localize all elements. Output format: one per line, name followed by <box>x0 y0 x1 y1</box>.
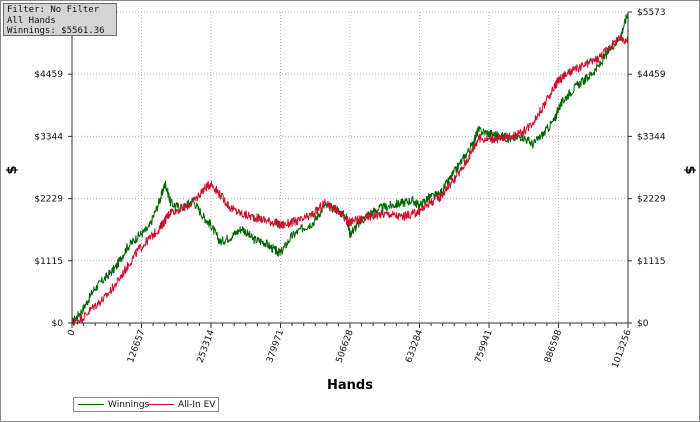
y-axis-title-right: $ <box>682 165 697 174</box>
y-tick-label-right: $4459 <box>637 70 666 80</box>
y-tick-label-right: $5573 <box>637 8 666 18</box>
x-tick-label: 126657 <box>126 329 147 365</box>
legend-swatch-all-in-ev <box>148 404 174 405</box>
x-tick-label: 379971 <box>265 329 286 365</box>
x-tick-label: 1013256 <box>611 328 634 369</box>
legend-label-winnings: Winnings <box>108 400 150 410</box>
y-tick-label-left: $4459 <box>34 70 63 80</box>
y-tick-label-left: $0 <box>52 319 64 329</box>
legend-swatch-winnings <box>78 404 104 405</box>
y-tick-label-right: $0 <box>637 319 649 329</box>
series-line-winnings <box>71 12 629 326</box>
y-tick-label-right: $1115 <box>637 257 666 267</box>
legend-item-winnings: Winnings <box>78 400 149 410</box>
y-axis-title-left: $ <box>5 165 20 174</box>
filter-info-box: Filter: No Filter All Hands Winnings: $5… <box>3 3 117 36</box>
winnings-total: Winnings: $5561.36 <box>7 26 105 36</box>
legend-label-all-in-ev: All-In EV <box>178 400 216 410</box>
y-tick-label-left: $1115 <box>34 257 63 267</box>
legend-item-all-in-ev: All-In EV <box>148 400 215 410</box>
hands-label: All Hands <box>7 15 56 26</box>
x-tick-label: 759941 <box>474 329 495 365</box>
y-tick-label-right: $2229 <box>637 195 666 205</box>
legend: Winnings All-In EV <box>73 397 219 412</box>
x-tick-label: 506628 <box>335 328 356 364</box>
series-line-all-in-ev <box>71 33 629 326</box>
x-tick-label: 886598 <box>543 328 564 364</box>
x-tick-label: 633284 <box>404 328 425 364</box>
x-axis-title: Hands <box>327 378 373 393</box>
x-tick-label: 253314 <box>196 328 217 364</box>
y-tick-label-right: $3344 <box>637 132 666 142</box>
y-tick-label-left: $2229 <box>34 195 63 205</box>
filter-label: Filter: No Filter <box>7 5 100 15</box>
y-tick-label-left: $3344 <box>34 132 63 142</box>
x-tick-label: 0 <box>66 328 77 337</box>
